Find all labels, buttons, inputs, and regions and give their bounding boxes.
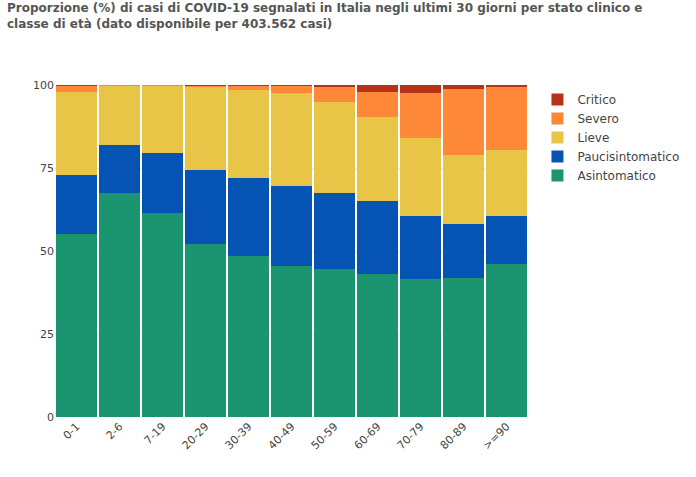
svg-text:50: 50 [40, 245, 54, 258]
svg-text:60-69: 60-69 [352, 420, 384, 452]
svg-text:0-1: 0-1 [61, 420, 83, 442]
svg-text:75: 75 [40, 162, 54, 175]
svg-text:70-79: 70-79 [395, 420, 427, 452]
svg-text:7-19: 7-19 [142, 420, 169, 447]
svg-text:Paucisintomatico: Paucisintomatico [577, 150, 679, 164]
svg-text:100: 100 [33, 79, 54, 92]
svg-text:>=90: >=90 [480, 420, 512, 452]
svg-text:Severo: Severo [577, 112, 619, 126]
svg-text:Asintomatico: Asintomatico [577, 169, 655, 183]
svg-text:Lieve: Lieve [577, 131, 609, 145]
svg-text:25: 25 [40, 328, 54, 341]
svg-text:30-39: 30-39 [223, 420, 255, 452]
svg-text:0: 0 [47, 411, 54, 424]
svg-text:50-59: 50-59 [309, 420, 341, 452]
svg-text:80-89: 80-89 [438, 420, 470, 452]
svg-text:Critico: Critico [577, 93, 616, 107]
svg-text:40-49: 40-49 [266, 420, 298, 452]
svg-text:Proporzione (%) di casi di COV: Proporzione (%) di casi di COVID-19 segn… [7, 1, 643, 31]
svg-text:2-6: 2-6 [104, 420, 126, 442]
svg-text:20-29: 20-29 [180, 420, 212, 452]
